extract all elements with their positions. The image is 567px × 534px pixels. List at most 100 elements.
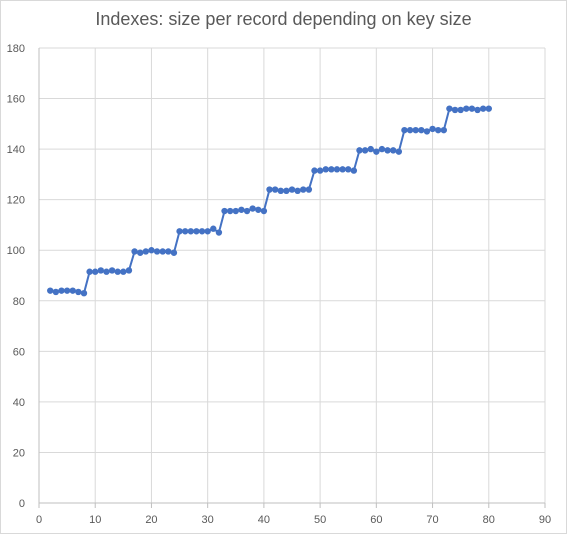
data-point — [412, 126, 419, 134]
data-point — [429, 125, 436, 133]
data-point — [103, 268, 110, 275]
vertical-gridlines — [94, 48, 546, 503]
data-point — [361, 147, 369, 154]
x-tick-label: 80 — [483, 514, 495, 526]
data-point — [322, 166, 329, 173]
data-point — [125, 267, 133, 274]
data-point — [193, 228, 200, 235]
y-tick-label: 180 — [7, 43, 25, 55]
data-point — [120, 268, 127, 275]
data-point — [86, 268, 93, 275]
data-point — [97, 267, 105, 274]
data-point — [311, 167, 318, 174]
data-point — [80, 289, 88, 297]
data-point — [176, 228, 183, 235]
data-point — [271, 186, 279, 193]
data-point — [148, 247, 155, 254]
data-point — [63, 287, 71, 294]
x-tick-label: 40 — [258, 514, 270, 526]
data-point — [378, 145, 386, 153]
data-point — [165, 248, 172, 255]
data-point — [468, 105, 476, 112]
y-tick-label: 120 — [7, 195, 25, 207]
axes — [38, 48, 546, 508]
data-point — [328, 166, 335, 173]
x-tick-label: 90 — [539, 514, 551, 526]
data-point — [170, 249, 178, 256]
data-point — [187, 228, 194, 235]
y-tick-label: 140 — [7, 144, 25, 156]
data-point — [47, 287, 54, 294]
data-point — [474, 106, 481, 114]
x-tick-labels: 0 10 20 30 40 50 60 70 80 90 — [36, 514, 551, 526]
data-point — [339, 166, 346, 173]
data-point — [356, 147, 363, 154]
data-point — [255, 206, 262, 213]
data-point — [204, 228, 211, 235]
y-tick-label: 20 — [13, 447, 25, 459]
x-tick-label: 50 — [314, 514, 326, 526]
data-point — [300, 186, 307, 193]
data-point — [58, 287, 65, 294]
data-point — [226, 207, 234, 215]
y-tick-label: 100 — [7, 245, 25, 257]
data-point — [373, 148, 380, 155]
data-point — [283, 187, 290, 195]
data-point — [434, 126, 442, 134]
data-point — [52, 288, 60, 296]
data-point — [423, 128, 431, 135]
x-tick-label: 60 — [370, 514, 382, 526]
y-tick-label: 160 — [7, 94, 25, 106]
data-point — [181, 228, 189, 235]
data-point — [463, 105, 470, 112]
data-point — [401, 126, 408, 134]
data-point — [137, 249, 144, 256]
y-tick-label: 0 — [19, 498, 25, 510]
data-point — [69, 287, 76, 294]
y-tick-labels: 0 20 40 60 80 100 120 140 160 180 — [7, 43, 25, 510]
data-point — [333, 166, 341, 173]
data-point — [406, 126, 414, 134]
chart-title: Indexes: size per record depending on ke… — [95, 9, 472, 29]
data-point — [305, 186, 313, 193]
data-point — [210, 225, 217, 232]
data-point — [390, 147, 397, 154]
x-tick-label: 10 — [89, 514, 101, 526]
data-point — [350, 167, 358, 174]
data-point — [457, 106, 464, 114]
data-point — [243, 207, 251, 215]
x-tick-label: 30 — [202, 514, 214, 526]
data-point — [446, 105, 453, 112]
x-tick-label: 0 — [36, 514, 42, 526]
horizontal-gridlines — [39, 47, 545, 453]
data-point — [260, 207, 268, 215]
data-point — [294, 187, 301, 195]
series-line — [50, 107, 489, 295]
data-point — [266, 186, 273, 193]
y-tick-label: 40 — [13, 397, 25, 409]
data-point — [316, 167, 324, 174]
data-point — [114, 268, 121, 275]
data-point — [221, 207, 228, 215]
data-point — [384, 147, 391, 154]
data-point — [249, 205, 256, 212]
data-point — [92, 268, 99, 275]
data-point — [232, 207, 239, 215]
data-point — [395, 148, 403, 155]
x-tick-label: 20 — [145, 514, 157, 526]
data-point — [367, 145, 374, 153]
data-point — [238, 206, 245, 213]
data-point — [108, 267, 116, 274]
data-point — [142, 248, 150, 255]
data-point — [277, 187, 284, 195]
data-point — [451, 106, 459, 114]
data-point — [159, 248, 166, 255]
y-tick-label: 60 — [13, 346, 25, 358]
data-point — [440, 126, 447, 134]
x-tick-label: 70 — [426, 514, 438, 526]
y-tick-label: 80 — [13, 296, 25, 308]
data-point — [131, 248, 138, 255]
data-point — [485, 105, 492, 112]
